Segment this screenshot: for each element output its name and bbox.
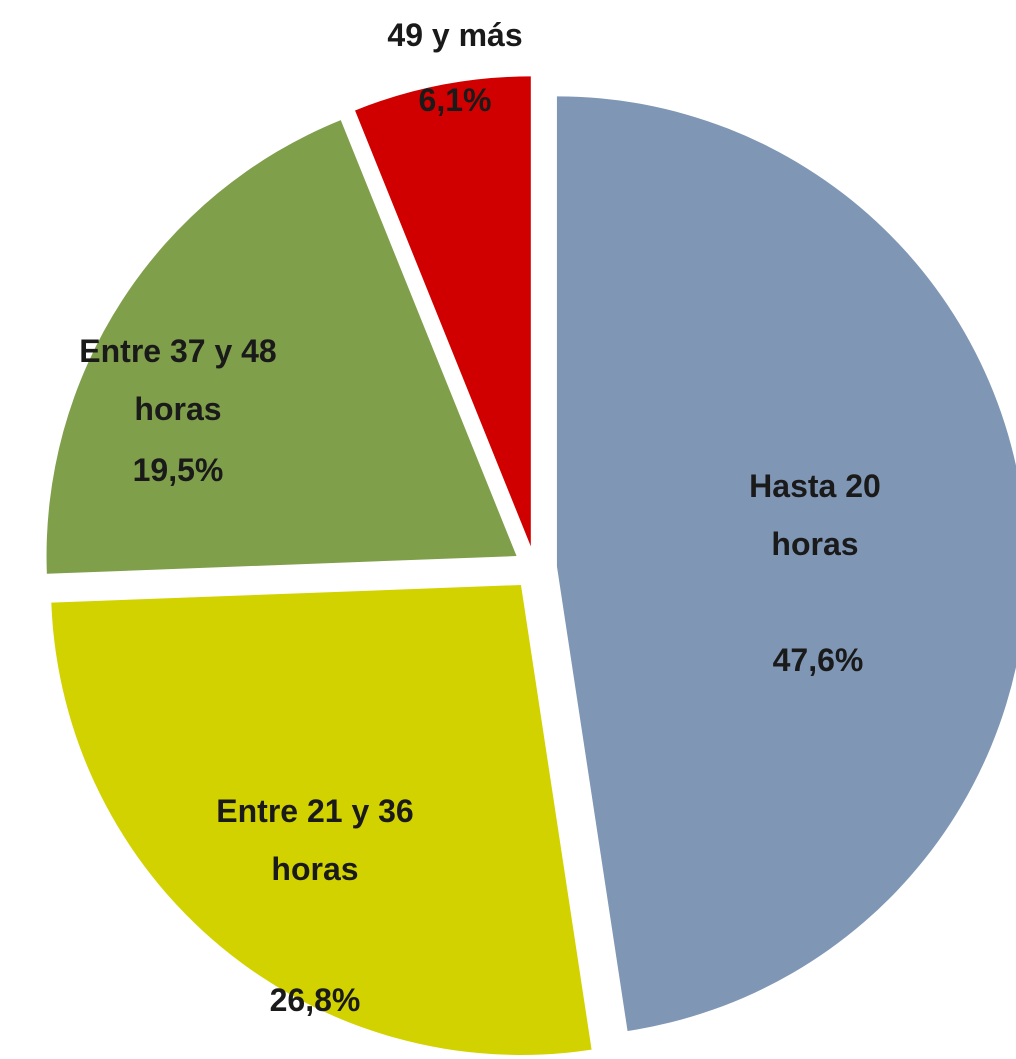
pie-slice	[355, 76, 531, 547]
slice-label: Entre 21 y 36 horas	[216, 793, 414, 887]
slice-label: Entre 37 y 48 horas	[79, 333, 277, 427]
pie-slice	[46, 120, 517, 574]
value-label: 19,5%	[132, 452, 224, 488]
slice-label: Hasta 20 horas	[749, 468, 881, 562]
slice-label: 49 y más	[387, 17, 523, 53]
value-label: 47,6%	[772, 642, 864, 678]
value-label: 26,8%	[269, 982, 361, 1018]
value-label: 6,1%	[418, 82, 492, 118]
pie-slice	[556, 96, 1016, 1032]
pie-slice	[51, 584, 592, 1055]
